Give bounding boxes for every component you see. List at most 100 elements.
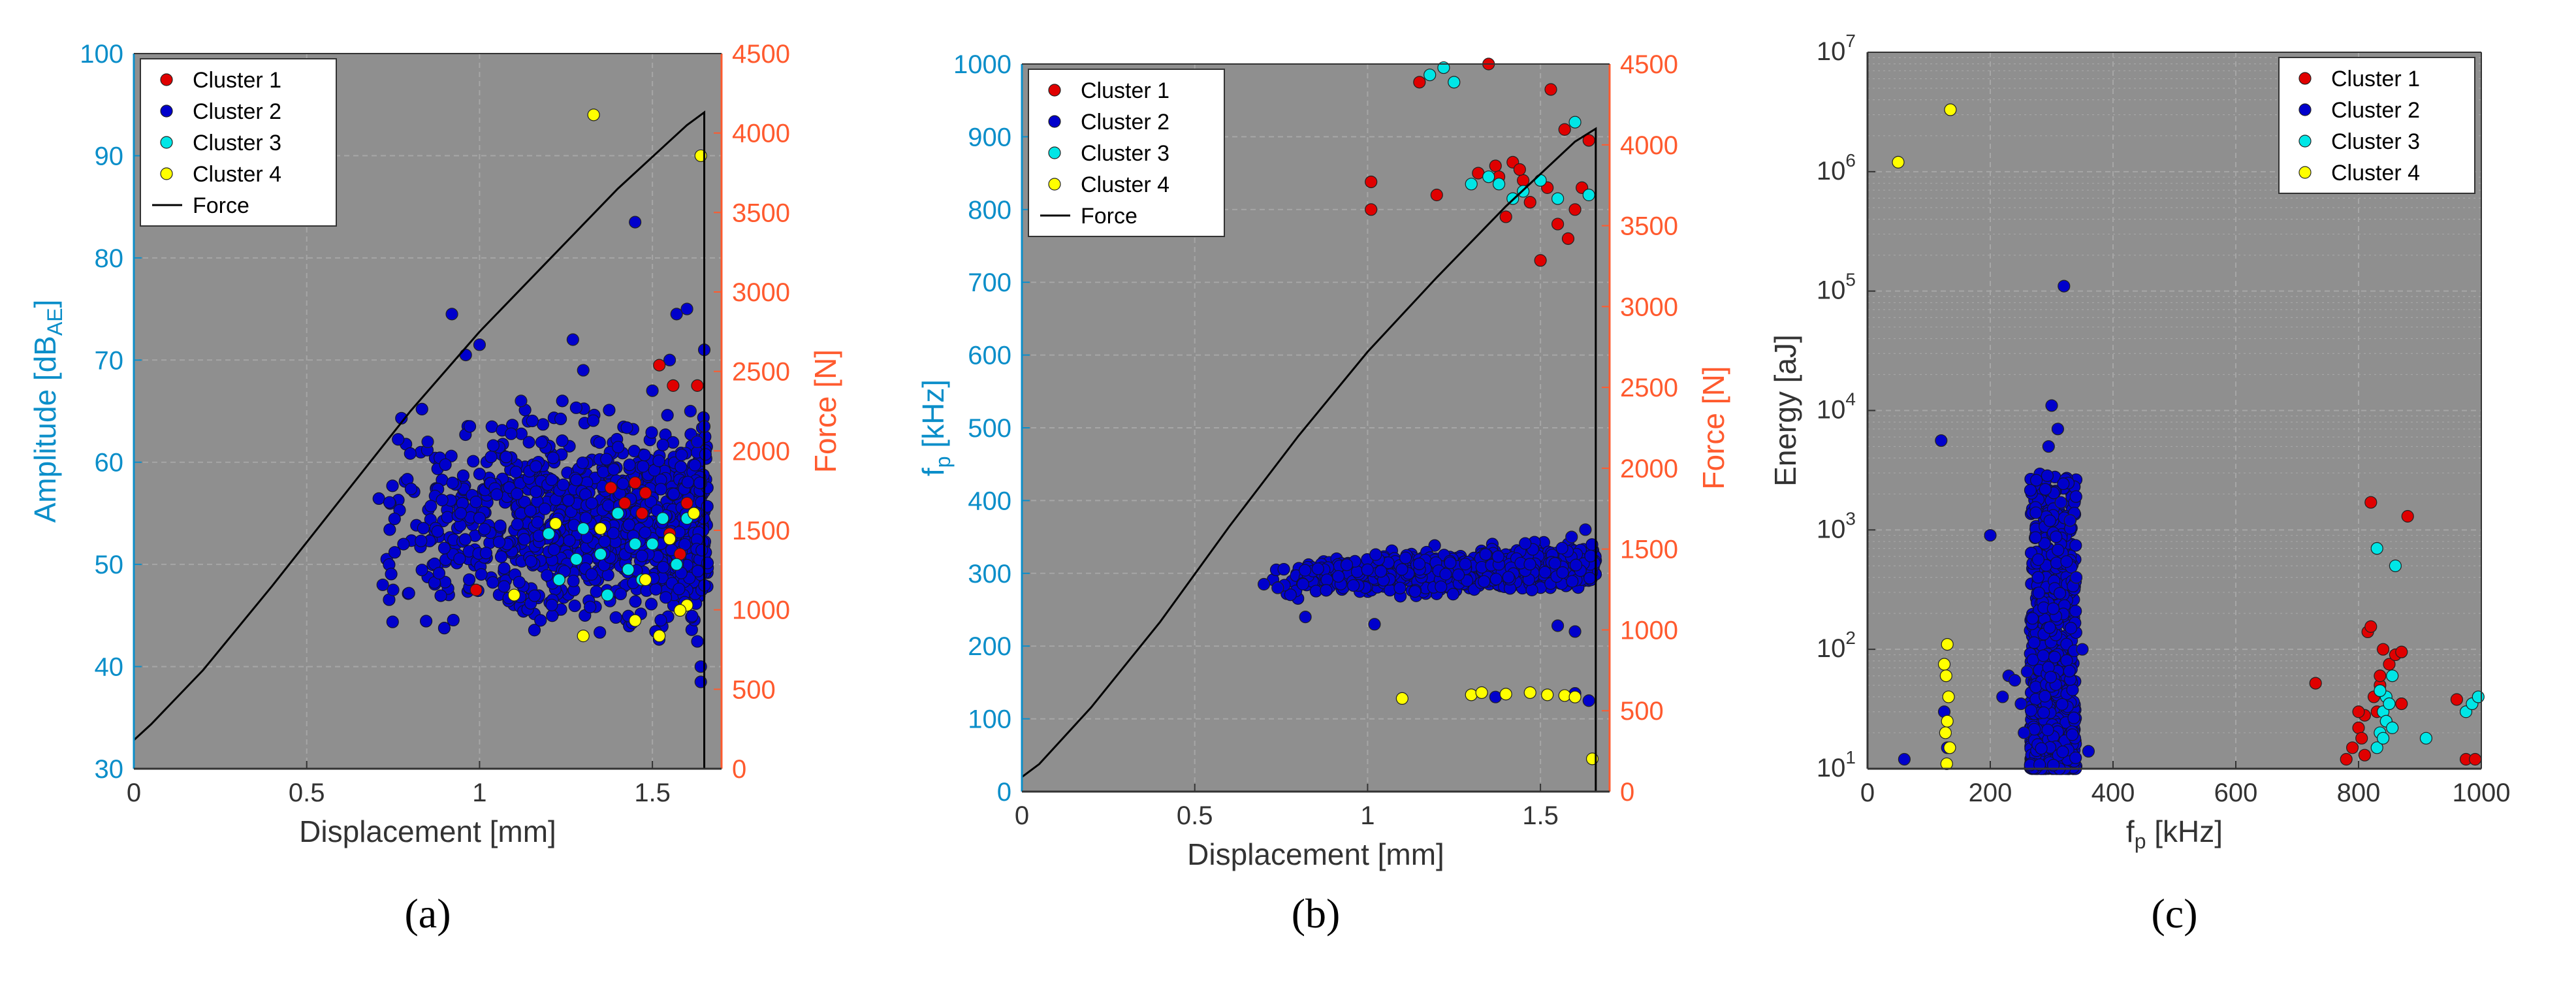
cluster-2-point — [556, 434, 569, 447]
cluster-2-point — [1311, 562, 1324, 575]
cluster-1-point — [2395, 645, 2408, 658]
cluster-4-point — [639, 573, 652, 587]
cluster-2-point — [2069, 605, 2082, 618]
legend-marker-cluster-3 — [2298, 135, 2312, 148]
cluster-2-point — [530, 460, 543, 473]
cluster-2-point — [2043, 514, 2056, 527]
cluster-3-point — [1482, 170, 1495, 184]
cluster-1-point — [1472, 167, 1485, 180]
cluster-2-point — [607, 463, 620, 476]
cluster-2-point — [2063, 664, 2076, 678]
cluster-4-point — [1475, 686, 1488, 700]
cluster-2-point — [2069, 490, 2082, 503]
legend-marker-cluster-2 — [160, 105, 173, 118]
cluster-2-point — [1444, 556, 1457, 570]
legend-marker-cluster-4 — [1048, 178, 1061, 191]
caption-c: (c) — [2151, 890, 2197, 937]
cluster-2-point — [569, 401, 582, 414]
cluster-2-point — [547, 543, 561, 556]
cluster-4-point — [1943, 741, 1956, 754]
cluster-4-point — [629, 614, 642, 627]
y-tick-label: 105 — [1817, 270, 1856, 305]
cluster-1-point — [691, 379, 704, 392]
legend-marker-cluster-1 — [1048, 84, 1061, 97]
y-tick-label: 104 — [1817, 389, 1856, 425]
cluster-2-point — [2009, 674, 2022, 687]
cluster-2-point — [622, 518, 636, 532]
cluster-2-point — [2066, 728, 2079, 741]
cluster-2-point — [1439, 568, 1452, 581]
cluster-2-point — [612, 440, 625, 454]
cluster-2-point — [673, 583, 686, 596]
cluster-2-point — [524, 555, 537, 568]
y2-tick-label: 3000 — [1620, 293, 1678, 321]
cluster-2-point — [2051, 423, 2064, 436]
cluster-2-point — [518, 495, 532, 509]
cluster-3-point — [1582, 188, 1595, 202]
cluster-2-point — [446, 476, 459, 489]
cluster-4-point — [507, 588, 520, 602]
cluster-2-point — [1408, 585, 1422, 598]
y-tick-label: 1000 — [953, 50, 1011, 79]
cluster-2-point — [2054, 496, 2067, 509]
cluster-2-point — [545, 598, 558, 611]
cluster-2-point — [1257, 577, 1271, 591]
cluster-1-point — [1499, 210, 1512, 223]
cluster-2-point — [649, 583, 663, 596]
cluster-2-point — [415, 564, 428, 577]
legend-label-cluster-4: Cluster 4 — [2331, 161, 2420, 185]
cluster-2-point — [701, 500, 714, 513]
legend-label-cluster-2: Cluster 2 — [1081, 110, 1169, 135]
cluster-2-point — [531, 516, 544, 529]
cluster-2-point — [576, 456, 589, 470]
cluster-4-point — [594, 522, 607, 535]
legend-label-cluster-2: Cluster 2 — [193, 99, 281, 124]
cluster-2-point — [2060, 555, 2073, 568]
cluster-2-point — [1399, 551, 1412, 564]
cluster-3-point — [2383, 697, 2396, 711]
cluster-1-point — [1489, 159, 1502, 172]
cluster-2-point — [1491, 550, 1504, 563]
cluster-2-point — [644, 598, 658, 611]
cluster-4-point — [1944, 103, 1957, 116]
panel-c-y-axis-label: Energy [aJ] — [1768, 334, 1802, 487]
cluster-1-point — [618, 496, 631, 509]
cluster-1-point — [2352, 721, 2365, 734]
y-tick-label: 900 — [968, 123, 1011, 152]
cluster-2-point — [2029, 681, 2043, 694]
cluster-2-point — [577, 364, 590, 377]
cluster-2-point — [1340, 558, 1354, 571]
cluster-2-point — [478, 523, 491, 536]
panel-b-y-axis-label-main: f — [916, 468, 950, 476]
cluster-2-point — [2069, 539, 2082, 552]
y2-tick-label: 2000 — [1620, 455, 1678, 483]
cluster-2-point — [462, 573, 476, 587]
cluster-1-point — [2374, 669, 2387, 683]
cluster-3-point — [2419, 732, 2432, 745]
legend-label-cluster-3: Cluster 3 — [2331, 129, 2420, 154]
y-tick-label: 40 — [95, 653, 124, 682]
cluster-2-point — [546, 609, 559, 622]
cluster-2-point — [528, 589, 541, 602]
cluster-2-point — [498, 580, 511, 593]
cluster-2-point — [1395, 563, 1408, 576]
cluster-2-point — [515, 394, 528, 408]
panel-a-legend: Cluster 1 Cluster 2 Cluster 3 Cluster 4 Forc… — [140, 58, 337, 227]
y-tick-label: 400 — [968, 487, 1011, 515]
cluster-2-point — [2070, 571, 2083, 584]
cluster-2-point — [458, 533, 472, 546]
cluster-2-point — [1996, 690, 2009, 703]
cluster-3-point — [2389, 559, 2402, 572]
cluster-2-point — [562, 494, 575, 507]
cluster-2-point — [603, 404, 616, 417]
cluster-2-point — [404, 482, 418, 496]
cluster-2-point — [556, 478, 570, 491]
cluster-2-point — [524, 504, 537, 517]
cluster-2-point — [646, 384, 659, 397]
legend-label-cluster-1: Cluster 1 — [1081, 78, 1169, 103]
panel-c-cluster2-cloud — [2024, 467, 2083, 775]
cluster-2-point — [2053, 587, 2067, 600]
cluster-2-point — [511, 518, 524, 531]
cluster-2-point — [661, 409, 674, 422]
cluster-2-point — [545, 473, 558, 487]
